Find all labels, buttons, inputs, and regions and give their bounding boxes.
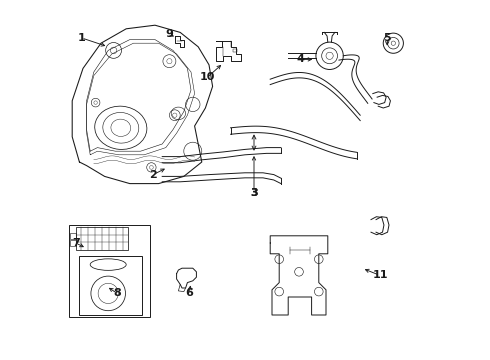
Bar xyxy=(69,225,149,317)
Text: 8: 8 xyxy=(113,288,121,298)
Text: 1: 1 xyxy=(77,33,85,43)
Text: 10: 10 xyxy=(199,72,215,82)
Bar xyxy=(71,233,76,239)
Text: 7: 7 xyxy=(72,238,80,248)
Text: 3: 3 xyxy=(250,188,258,198)
Bar xyxy=(233,49,237,52)
Text: 6: 6 xyxy=(185,288,193,298)
Text: 4: 4 xyxy=(297,54,305,64)
Bar xyxy=(79,256,143,315)
Text: 11: 11 xyxy=(372,270,388,280)
Text: 3: 3 xyxy=(250,188,258,198)
Bar xyxy=(71,240,76,246)
Text: 2: 2 xyxy=(149,170,157,180)
Bar xyxy=(76,227,128,250)
Text: 5: 5 xyxy=(383,33,391,43)
Text: 9: 9 xyxy=(166,29,173,39)
